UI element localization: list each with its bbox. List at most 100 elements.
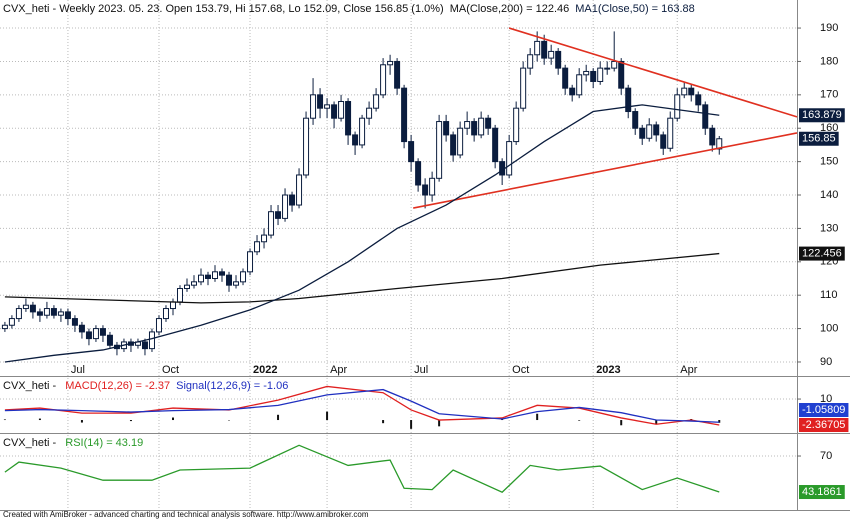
candle-body xyxy=(639,127,646,139)
candle-body xyxy=(681,87,688,96)
candle-body xyxy=(660,134,667,149)
candle-body xyxy=(583,70,590,76)
candle-body xyxy=(541,40,548,59)
title: CVX_heti - xyxy=(3,380,59,392)
legend-entry: MA(Close,200) = 122.46 xyxy=(450,3,570,15)
candle-body xyxy=(436,121,443,179)
series-line xyxy=(4,104,720,363)
candle-body xyxy=(338,101,345,119)
candle-body xyxy=(317,94,324,109)
candle-body xyxy=(296,174,303,206)
candle-body xyxy=(688,87,695,96)
candle-body xyxy=(562,67,569,89)
candle-body xyxy=(8,318,15,326)
candle-body xyxy=(57,311,64,316)
candle-body xyxy=(99,328,106,336)
candle-body xyxy=(268,211,275,236)
candle-body xyxy=(198,274,205,283)
value-label: 163.879 xyxy=(802,109,842,121)
candle-body xyxy=(618,60,625,89)
candle-body xyxy=(1,324,8,330)
candle-body xyxy=(36,311,43,316)
candle-body xyxy=(569,87,576,96)
candle-body xyxy=(513,107,520,143)
candle-body xyxy=(387,60,394,66)
value-label-box xyxy=(799,485,845,500)
y-tick-label: 140 xyxy=(820,189,838,201)
candle-body xyxy=(555,50,562,69)
candle-body xyxy=(78,324,85,333)
value-label-box xyxy=(799,108,845,123)
candle-body xyxy=(401,87,408,143)
panel-title: CVX_heti - MACD(12,26) = -2.37 Signal(12,… xyxy=(3,380,288,392)
legend-entry: MA1(Close,50) = 163.88 xyxy=(575,3,695,15)
candle-body xyxy=(674,94,681,119)
candle-body xyxy=(183,284,190,290)
candle-body xyxy=(415,161,422,186)
candle-body xyxy=(345,101,352,136)
candle-body xyxy=(695,94,702,106)
candle-body xyxy=(275,211,282,219)
candle-body xyxy=(471,121,478,136)
candle-body xyxy=(92,328,99,340)
y-tick-label: 90 xyxy=(820,356,832,368)
candle-body xyxy=(15,308,22,320)
candle-body xyxy=(667,117,674,149)
series-line xyxy=(4,252,720,304)
candle-body xyxy=(233,281,240,286)
candle-body xyxy=(366,107,373,119)
value-label-box xyxy=(799,246,845,261)
candle-body xyxy=(394,60,401,89)
candle-body xyxy=(219,271,226,276)
candle-body xyxy=(282,194,289,219)
title: CVX_heti - Weekly 2023. 05. 23. Open 153… xyxy=(3,3,444,15)
candle-body xyxy=(632,111,639,129)
x-tick-label: Apr xyxy=(680,364,697,376)
candle-body xyxy=(254,241,261,253)
candle-body xyxy=(324,104,331,109)
candle-body xyxy=(29,304,36,313)
candle-body xyxy=(611,60,618,69)
legend-entry: Signal(12,26,9) = -1.06 xyxy=(176,380,288,392)
y-tick-label: 170 xyxy=(820,89,838,101)
candle-body xyxy=(106,334,113,346)
value-label-box xyxy=(799,131,839,146)
series-line xyxy=(4,388,720,423)
candle-body xyxy=(534,40,541,56)
candle-body xyxy=(709,127,716,146)
candle-body xyxy=(625,87,632,113)
value-label-box xyxy=(799,418,849,432)
candle-body xyxy=(212,271,219,279)
candle-body xyxy=(548,50,555,59)
candle-body xyxy=(310,94,317,119)
candle-body xyxy=(478,117,485,136)
candle-body xyxy=(261,234,268,243)
x-tick-label: Oct xyxy=(162,364,179,376)
candle-body xyxy=(289,194,296,206)
candle-body xyxy=(653,124,660,136)
candle-body xyxy=(716,138,723,150)
candle-body xyxy=(205,274,212,279)
panel-title: CVX_heti - RSI(14) = 43.19 xyxy=(3,437,143,449)
candle-body xyxy=(359,117,366,146)
candle-body xyxy=(226,274,233,286)
candle-body xyxy=(408,141,415,163)
legend-entry: MACD(12,26) = -2.37 xyxy=(65,380,170,392)
candle-body xyxy=(71,318,78,326)
x-tick-label: Jul xyxy=(71,364,85,376)
x-tick-label: Apr xyxy=(330,364,347,376)
series-line xyxy=(4,444,720,494)
candle-body xyxy=(352,134,359,146)
candle-body xyxy=(148,331,155,350)
candle-body xyxy=(464,121,471,129)
candle-body xyxy=(576,74,583,96)
footer: Created with AmiBroker - advanced charti… xyxy=(3,510,369,519)
candle-body xyxy=(176,288,183,303)
candle-body xyxy=(50,308,57,316)
y-tick-label: 160 xyxy=(820,122,838,134)
candle-body xyxy=(380,64,387,96)
candle-body xyxy=(646,124,653,139)
candle-body xyxy=(331,104,338,119)
legend-entry: RSI(14) = 43.19 xyxy=(65,437,143,449)
